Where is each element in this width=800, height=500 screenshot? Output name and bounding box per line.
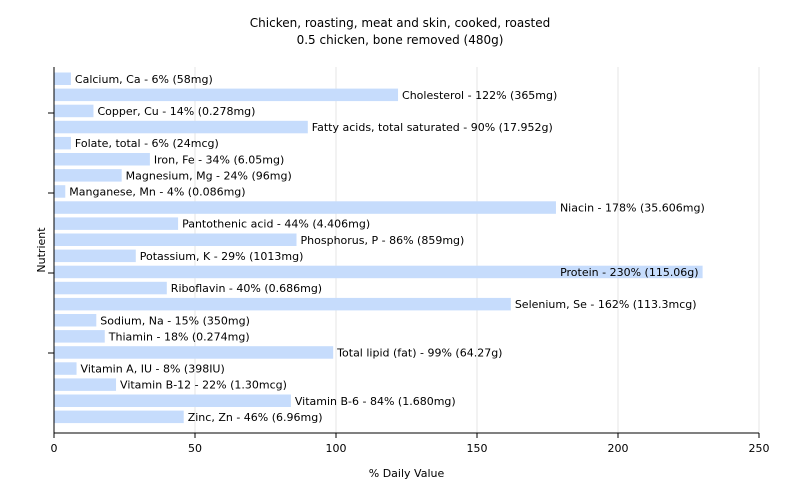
bar xyxy=(54,265,703,279)
bar-label: Pantothenic acid - 44% (4.406mg) xyxy=(182,218,370,231)
x-ticks: 0 50 100 150 200 250 xyxy=(48,112,770,455)
bar xyxy=(54,362,77,375)
bar xyxy=(54,410,184,424)
chart-title: Chicken, roasting, meat and skin, cooked… xyxy=(249,16,551,30)
bar xyxy=(54,169,122,182)
x-axis-title: % Daily Value xyxy=(369,467,445,480)
bar xyxy=(54,281,167,295)
bar-label: Selenium, Se - 162% (113.3mcg) xyxy=(515,298,697,311)
bar xyxy=(54,120,308,134)
chart-subtitle: 0.5 chicken, bone removed (480g) xyxy=(296,33,504,47)
bar-label: Vitamin A, IU - 8% (398IU) xyxy=(81,363,225,376)
bar-label: Sodium, Na - 15% (350mg) xyxy=(100,314,250,327)
bar xyxy=(54,88,399,102)
bar xyxy=(54,72,71,85)
bar-label: Calcium, Ca - 6% (58mg) xyxy=(75,73,213,86)
bar xyxy=(54,104,94,118)
x-tick-label: 200 xyxy=(608,442,629,455)
bar xyxy=(54,153,150,166)
bar-labels: Calcium, Ca - 6% (58mg) Cholesterol - 122… xyxy=(69,73,704,424)
bar xyxy=(54,297,511,311)
bar xyxy=(54,394,291,407)
bar xyxy=(54,136,71,150)
bar-label: Riboflavin - 40% (0.686mg) xyxy=(171,282,322,295)
bar xyxy=(54,217,179,230)
bar-label: Potassium, K - 29% (1013mg) xyxy=(140,250,304,263)
bar-label: Cholesterol - 122% (365mg) xyxy=(402,89,557,102)
bar-label: Phosphorus, P - 86% (859mg) xyxy=(301,234,465,247)
bar xyxy=(54,185,66,198)
bars xyxy=(54,72,703,424)
bar-label: Thiamin - 18% (0.274mg) xyxy=(108,330,250,343)
bar-label: Iron, Fe - 34% (6.05mg) xyxy=(154,153,284,166)
bar xyxy=(54,346,334,359)
axes xyxy=(53,67,759,434)
bar-label: Magnesium, Mg - 24% (96mg) xyxy=(126,169,292,182)
bar-label: Vitamin B-12 - 22% (1.30mcg) xyxy=(120,379,287,392)
bar-label: Manganese, Mn - 4% (0.086mg) xyxy=(69,185,245,198)
bar-label: Folate, total - 6% (24mcg) xyxy=(75,137,219,150)
bar xyxy=(54,201,556,214)
x-tick-label: 250 xyxy=(749,442,770,455)
bar-label: Protein - 230% (115.06g) xyxy=(560,266,699,279)
bar-label: Total lipid (fat) - 99% (64.27g) xyxy=(336,346,502,359)
bar-label: Fatty acids, total saturated - 90% (17.9… xyxy=(312,121,553,134)
x-tick-label: 100 xyxy=(326,442,347,455)
bar-label: Vitamin B-6 - 84% (1.680mg) xyxy=(295,395,456,408)
bar-label: Zinc, Zn - 46% (6.96mg) xyxy=(188,411,323,424)
x-tick-label: 50 xyxy=(188,442,202,455)
bar-label: Niacin - 178% (35.606mg) xyxy=(560,202,705,215)
x-tick-label: 150 xyxy=(467,442,488,455)
bar xyxy=(54,314,97,327)
bar xyxy=(54,233,297,246)
x-tick-label: 0 xyxy=(51,442,58,455)
bar xyxy=(54,249,136,263)
bar xyxy=(54,378,117,391)
y-axis-title: Nutrient xyxy=(35,227,48,273)
grid xyxy=(194,67,760,433)
bar-label: Copper, Cu - 14% (0.278mg) xyxy=(97,105,255,118)
bar xyxy=(54,330,105,343)
